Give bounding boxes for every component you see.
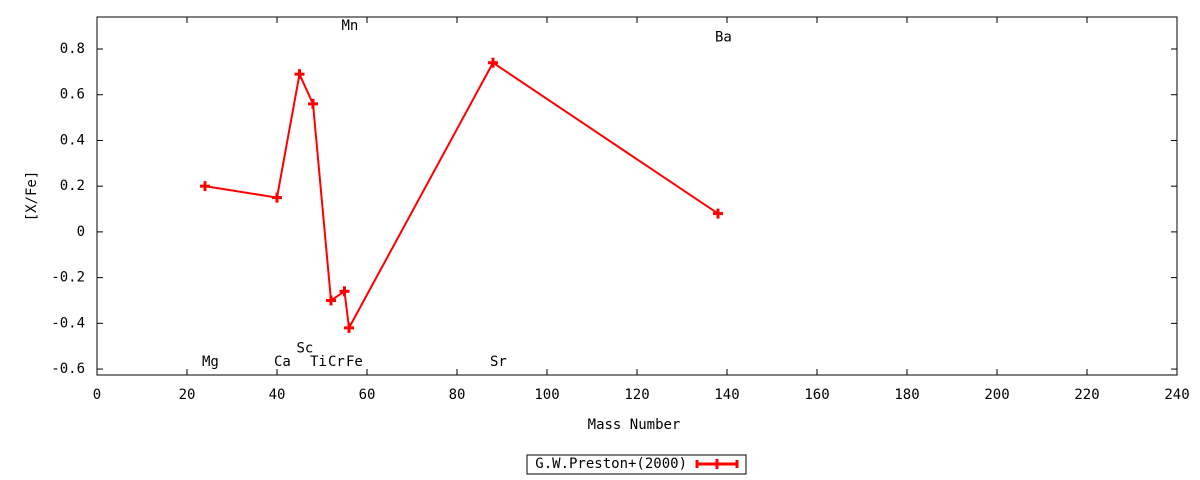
y-tick-label: -0.6 (51, 361, 85, 377)
x-tick-label: 20 (179, 387, 196, 403)
x-tick-label: 60 (359, 387, 376, 403)
element-label: Ti (310, 354, 327, 370)
point-marker (713, 208, 723, 219)
point-marker (339, 286, 350, 297)
y-tick-label: 0 (77, 224, 85, 240)
x-tick-label: 220 (1074, 387, 1099, 403)
x-tick-label: 160 (804, 387, 829, 403)
x-tick-label: 80 (449, 387, 466, 403)
x-tick-label: 0 (93, 387, 101, 403)
element-label: Ca (274, 354, 291, 370)
y-tick-label: -0.4 (51, 315, 85, 331)
x-tick-label: 200 (984, 387, 1009, 403)
point-marker (272, 192, 282, 203)
element-label: Ba (715, 30, 732, 46)
x-tick-label: 180 (894, 387, 919, 403)
element-label: Sc (297, 340, 314, 356)
point-marker (326, 295, 336, 306)
y-tick-label: 0.8 (60, 41, 85, 57)
x-axis-label: Mass Number (588, 417, 681, 433)
element-label: Sr (490, 354, 507, 370)
x-tick-label: 120 (624, 387, 649, 403)
point-marker (488, 57, 498, 68)
y-tick-label: 0.4 (60, 132, 85, 148)
point-marker (200, 181, 210, 192)
series-line (204, 61, 719, 332)
y-tick-label: 0.6 (60, 87, 85, 103)
point-marker (712, 459, 722, 469)
plot-frame (96, 16, 1178, 376)
x-tick-label: 140 (714, 387, 739, 403)
point-marker (308, 98, 318, 109)
x-tick-label: 100 (534, 387, 559, 403)
element-label: Mn (342, 18, 359, 34)
x-tick-label: 40 (269, 387, 286, 403)
element-label: Fe (346, 354, 363, 370)
y-axis-label: [X/Fe] (24, 171, 40, 222)
point-marker (344, 322, 354, 333)
legend-box (526, 454, 747, 475)
y-tick-label: -0.2 (51, 270, 85, 286)
y-tick-label: 0.2 (60, 178, 85, 194)
element-label: Cr (328, 354, 345, 370)
legend-label: G.W.Preston+(2000) (535, 456, 687, 472)
x-tick-label: 240 (1164, 387, 1189, 403)
point-marker (294, 69, 305, 80)
element-label: Mg (202, 354, 219, 370)
